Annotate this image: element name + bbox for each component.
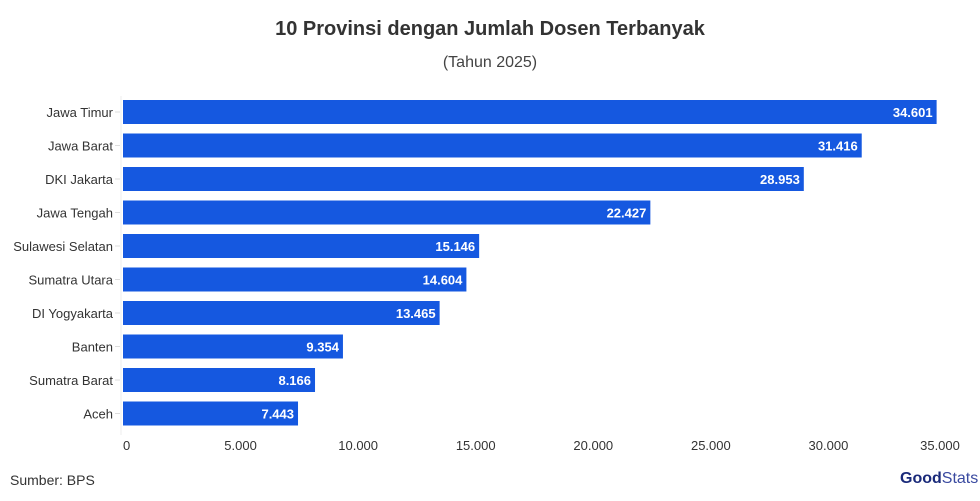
bar: [123, 167, 804, 191]
y-tick-label: Jawa Barat: [48, 139, 113, 154]
x-tick-label: 20.000: [573, 438, 613, 453]
x-tick-label: 30.000: [809, 438, 849, 453]
chart-subtitle: (Tahun 2025): [442, 54, 538, 71]
y-tick-label: DI Yogyakarta: [32, 306, 114, 321]
y-tick-label: Sumatra Barat: [29, 373, 113, 388]
data-label: 13.465: [396, 306, 436, 321]
x-tick-label: 5.000: [224, 438, 257, 453]
y-tick-label: Banten: [72, 340, 113, 355]
data-label: 22.427: [607, 206, 647, 221]
data-label: 14.604: [423, 273, 464, 288]
goodstats-logo: GoodStats: [900, 470, 979, 487]
y-tick-label: Sumatra Utara: [28, 273, 113, 288]
bar: [123, 368, 316, 392]
y-tick-label: Jawa Timur: [47, 105, 114, 120]
bar: [123, 401, 299, 426]
y-tick-label: Jawa Tengah: [37, 206, 113, 221]
y-tick-label: Sulawesi Selatan: [13, 239, 113, 254]
bar: [123, 133, 862, 158]
x-tick-label: 25.000: [691, 438, 731, 453]
source-note: Sumber: BPS: [10, 472, 95, 488]
y-tick-label: Aceh: [83, 407, 113, 422]
chart-title: 10 Provinsi dengan Jumlah Dosen Terbanya…: [275, 18, 705, 40]
x-tick-label: 15.000: [456, 438, 496, 453]
bar: [123, 100, 937, 124]
data-label: 31.416: [818, 139, 858, 154]
bar: [123, 234, 480, 258]
data-label: 7.443: [261, 407, 294, 422]
data-label: 28.953: [760, 172, 800, 187]
x-tick-label: 35.000: [920, 438, 960, 453]
bar: [123, 200, 651, 225]
bar: [123, 267, 467, 292]
data-label: 34.601: [893, 105, 933, 120]
bar: [123, 334, 343, 359]
bar: [123, 301, 440, 325]
data-label: 9.354: [306, 340, 339, 355]
data-label: 8.166: [278, 373, 311, 388]
x-tick-label: 0: [123, 438, 130, 453]
x-tick-label: 10.000: [338, 438, 378, 453]
bar-chart: Jawa Timur 34.601 Jawa Barat 31.416 DKI Jaka…: [13, 96, 960, 453]
data-label: 15.146: [435, 239, 475, 254]
y-tick-label: DKI Jakarta: [45, 172, 114, 187]
